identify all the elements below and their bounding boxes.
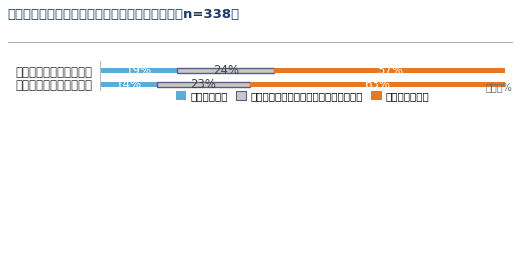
Text: 23%: 23% bbox=[190, 78, 216, 91]
Text: 単位：%: 単位：% bbox=[486, 82, 512, 92]
Legend: 実施している, 過去検討したが、実施には至っていない, 検討していない: 実施している, 過去検討したが、実施には至っていない, 検討していない bbox=[172, 87, 434, 105]
Bar bbox=[157, 82, 250, 87]
Bar bbox=[250, 82, 505, 87]
Text: 19%: 19% bbox=[126, 64, 152, 77]
Bar bbox=[100, 82, 157, 87]
Bar bbox=[177, 68, 275, 73]
Bar bbox=[157, 82, 250, 87]
Text: 57%: 57% bbox=[376, 64, 402, 77]
Bar bbox=[275, 68, 505, 73]
Text: 24%: 24% bbox=[213, 64, 239, 77]
Bar bbox=[177, 68, 275, 73]
Text: 63%: 63% bbox=[365, 78, 391, 91]
Text: 同業他社／異業種による共同輸配送の実施状況（n=338）: 同業他社／異業種による共同輸配送の実施状況（n=338） bbox=[8, 8, 240, 21]
Text: 14%: 14% bbox=[115, 78, 142, 91]
Bar bbox=[100, 68, 177, 73]
